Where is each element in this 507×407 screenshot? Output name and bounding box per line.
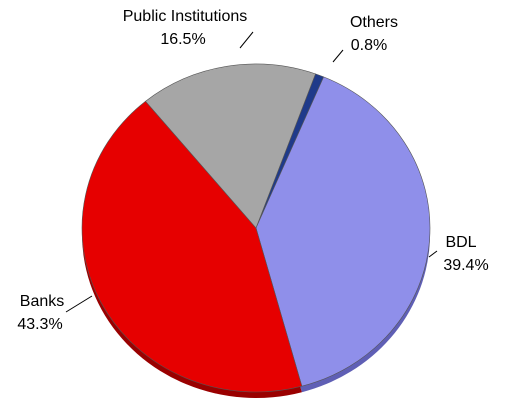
slice-label-banks: Banks xyxy=(20,293,64,310)
leader-lines-layer xyxy=(65,31,438,313)
slice-value-public-institutions: 16.5% xyxy=(160,31,205,48)
leader-line-public-institutions xyxy=(239,31,254,49)
slice-value-banks: 43.3% xyxy=(17,316,62,333)
slice-value-bdl: 39.4% xyxy=(443,257,488,274)
slice-value-others: 0.8% xyxy=(351,37,387,54)
pie-slices-layer xyxy=(81,63,431,393)
leader-line-others xyxy=(332,49,344,63)
leader-line-bdl xyxy=(428,250,438,258)
pie-slice-banks xyxy=(81,100,303,393)
slice-label-bdl: BDL xyxy=(445,234,476,251)
slice-label-public-institutions: Public Institutions xyxy=(123,8,248,25)
pie-slice-bdl xyxy=(255,76,431,387)
slice-labels-layer: Others 0.8% BDL 39.4% Banks 43.3% Public Insti… xyxy=(17,8,488,333)
leader-line-banks xyxy=(65,295,93,313)
slice-label-others: Others xyxy=(350,14,398,31)
pie-slice-public-institutions xyxy=(145,63,316,229)
